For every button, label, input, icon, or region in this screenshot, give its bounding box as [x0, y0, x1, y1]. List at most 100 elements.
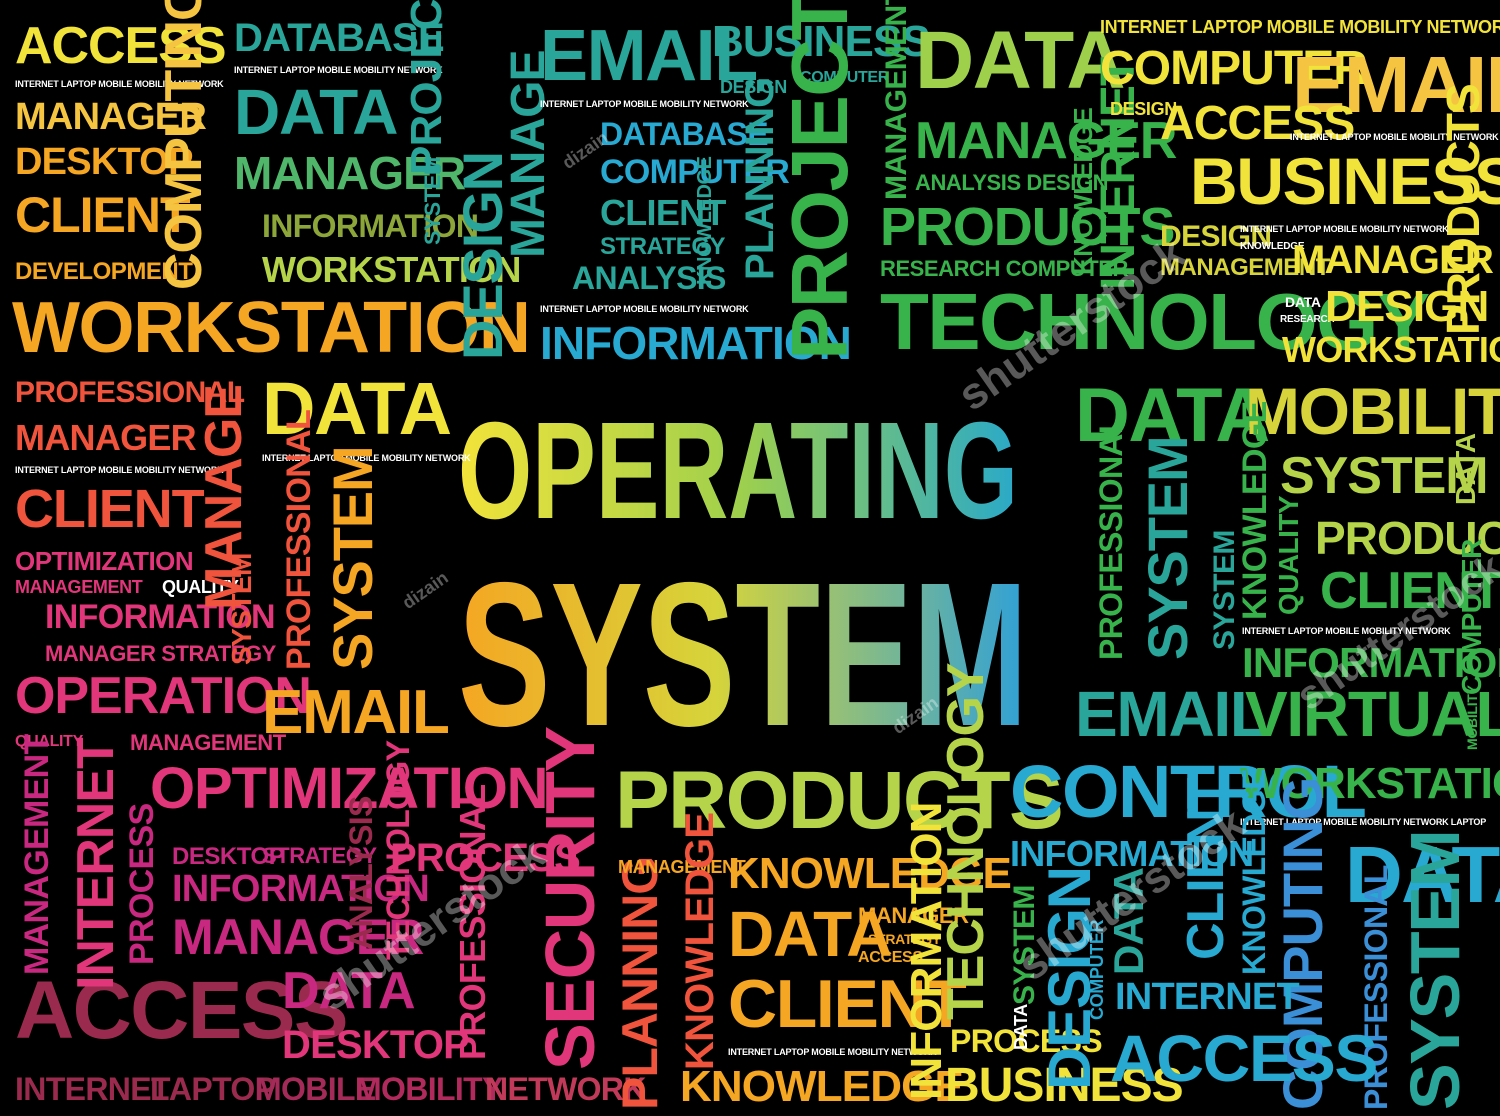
vertical-word: KNOWLEDGE: [1236, 401, 1274, 620]
vertical-word: PROFESSIONAL: [280, 409, 318, 670]
word: DATA: [262, 367, 452, 450]
vertical-word: MANAGEMENT: [880, 0, 913, 200]
word: MOBILITY: [355, 1071, 503, 1107]
word: MANAGEMENT: [130, 730, 286, 755]
word: ANALYSIS: [572, 260, 726, 296]
word: MANAGER: [15, 417, 197, 458]
word: RESEARCH: [1280, 314, 1335, 325]
vertical-word: QUALITY: [1273, 496, 1304, 615]
word: RESEARCH COMPUTER: [880, 256, 1128, 281]
word: QUALITY: [15, 733, 83, 750]
word: DESIGN: [720, 77, 787, 97]
word: DESKTOP: [172, 843, 285, 870]
word: EMAIL: [262, 678, 450, 747]
word: CLIENT: [1320, 562, 1500, 620]
word: DESKTOP: [282, 1023, 470, 1067]
vertical-word: SYSTEM: [226, 553, 257, 665]
word: EMAIL: [540, 16, 758, 96]
word: INFORMATION: [45, 598, 276, 636]
word: ACCESS: [858, 949, 923, 966]
word: MANAGER: [858, 903, 969, 928]
word: COMPUTER: [1100, 42, 1368, 95]
word: KNOWLEDGE: [1240, 241, 1305, 252]
word: ACCESS: [15, 17, 227, 75]
word: MOBILITY: [1245, 374, 1500, 448]
tiny-text: INTERNET LAPTOP MOBILE MOBILITY NETWORK: [540, 304, 749, 314]
word: COMPUTER: [800, 69, 889, 86]
word: DATA: [915, 15, 1126, 106]
word: PRODUCTS: [880, 197, 1175, 257]
word: WORKSTATION: [1282, 329, 1500, 370]
word: KNOWLEDGE: [728, 849, 1012, 898]
word: PRODUCTS: [1315, 512, 1500, 564]
word: OPTIMIZATION: [150, 756, 549, 821]
word: OPERATION: [15, 667, 312, 725]
word: MANAGER: [915, 112, 1177, 170]
vertical-word: INTERNET: [67, 738, 125, 990]
word: CLIENT: [728, 966, 967, 1042]
word: INTERNET: [1115, 976, 1300, 1018]
tiny-text: INTERNET LAPTOP MOBILE MOBILITY NETWORK …: [1240, 817, 1487, 827]
vertical-word: PROJECT: [775, 0, 864, 360]
vertical-word: KNOWLEDGE: [1236, 769, 1272, 975]
word: BUSINESS: [1190, 144, 1500, 218]
vertical-word: SYSTEM: [1396, 830, 1474, 1110]
word: MANAGEMENT: [1160, 254, 1330, 281]
tiny-text: INTERNET LAPTOP MOBILE MOBILITY NETWORK: [1240, 224, 1449, 234]
vertical-word: PROFESSIONAL: [1093, 415, 1129, 660]
tiny-text: INTERNET LAPTOP MOBILE MOBILITY NETWORK: [15, 465, 224, 475]
word: MANAGER STRATEGY: [45, 641, 276, 666]
word: INFORMATION: [172, 868, 430, 910]
vertical-word: PLANNING: [612, 856, 668, 1110]
word: MANAGER: [1292, 238, 1494, 282]
word: COMPUTER: [600, 153, 790, 191]
vertical-word: COMPUTING: [155, 0, 213, 290]
vertical-word: SYSTEM: [420, 157, 445, 245]
vertical-word: PROCESS: [123, 803, 161, 965]
word: EMAIL: [1292, 40, 1500, 129]
word: CONTROL: [1010, 750, 1367, 833]
vertical-word: KNOWLEDGE: [678, 812, 722, 1070]
word: NETWORK: [485, 1071, 646, 1107]
tiny-text: INTERNET LAPTOP MOBILE MOBILITY NETWORK: [15, 79, 224, 89]
word: BUSINESS: [945, 1059, 1184, 1112]
word: VIRTUAL: [1245, 678, 1500, 750]
word: DESKTOP: [15, 141, 193, 183]
word: QUALITY: [162, 577, 239, 597]
word: TECHNOLOGY: [880, 277, 1430, 366]
word: STRATEGY: [600, 233, 726, 260]
word: MOBILE: [255, 1071, 376, 1107]
word: INFORMATION: [1242, 639, 1500, 686]
word: ACCESS: [1160, 97, 1355, 150]
word: DESIGN: [1325, 282, 1489, 331]
tiny-text: INTERNET LAPTOP MOBILE MOBILITY NETWORK: [1290, 132, 1499, 142]
word: DATA: [1285, 294, 1321, 310]
word: OPTIMIZATION: [15, 546, 194, 576]
vertical-word: PROJECT: [402, 0, 451, 175]
word: PROCESS: [390, 836, 581, 880]
vertical-word: SECURITY: [531, 727, 609, 1070]
center-title-system: SYSTEM: [458, 540, 1028, 769]
tiny-text: INTERNET LAPTOP MOBILE MOBILITY NETWORK: [262, 453, 471, 463]
word: MANAGER: [172, 909, 424, 965]
word: ANALYSIS DESIGN: [915, 170, 1109, 195]
word: ACCESS: [15, 965, 349, 1056]
vertical-word: INFORMATION: [902, 802, 951, 1100]
word: INFORMATION: [1010, 833, 1254, 874]
word: DEVELOPMENT: [15, 258, 193, 285]
word: MANAGEMENT: [618, 857, 746, 877]
word: DATABASE: [600, 116, 769, 152]
word: INFORMATION: [262, 208, 479, 244]
vertical-word: DATA: [1011, 1004, 1031, 1050]
word: DATABASE: [234, 16, 445, 60]
word: PROCESS: [950, 1023, 1103, 1059]
tiny-text: INTERNET LAPTOP MOBILE MOBILITY NETWORK: [540, 99, 749, 109]
word: INFORMATION: [540, 317, 852, 369]
word: MANAGER: [15, 96, 207, 138]
word: CLIENT: [15, 479, 205, 539]
word: WORKSTATION: [1240, 759, 1500, 808]
vertical-word: PLANNING: [738, 77, 782, 281]
vertical-word: KNOWLEDGE: [694, 156, 716, 285]
word: INTERNET: [15, 1071, 171, 1107]
